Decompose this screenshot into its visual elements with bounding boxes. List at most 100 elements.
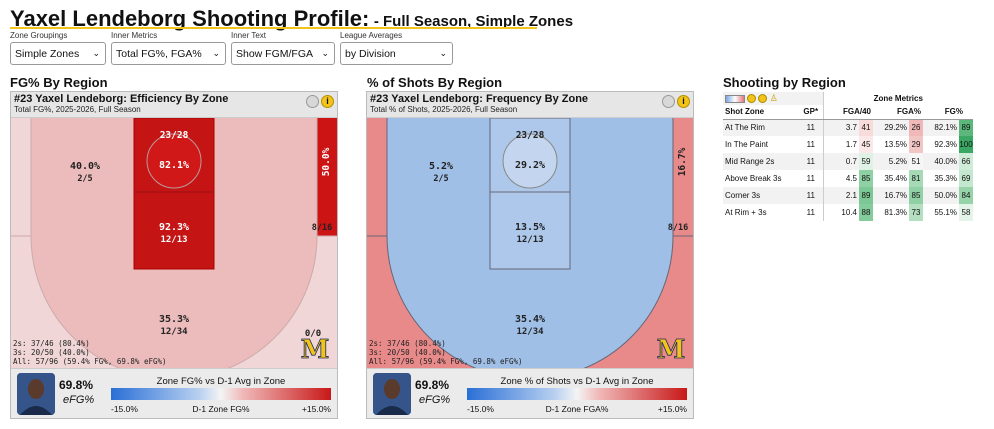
col-fga40[interactable]: FGA/40 bbox=[822, 105, 873, 120]
shooting-by-region-heading: Shooting by Region bbox=[723, 75, 846, 90]
frequency-panel: #23 Yaxel Lendeborg: Frequency By Zone T… bbox=[366, 91, 694, 419]
inner-text-label: Inner Text bbox=[231, 31, 266, 40]
table-tools: ♙ bbox=[723, 92, 823, 105]
michigan-logo: M bbox=[657, 335, 686, 365]
zone-metrics-header: Zone Metrics bbox=[822, 92, 973, 105]
freq-paint-pct: 13.5% bbox=[515, 222, 545, 233]
fga40: 4.5 bbox=[822, 170, 859, 187]
fg-pct: 35.3% bbox=[934, 174, 957, 183]
fga-pct-rank: 29 bbox=[909, 136, 923, 153]
efficiency-court: 23/28 82.1% 92.3% 12/13 40.0% 2/5 50.0% … bbox=[11, 118, 337, 368]
efficiency-panel-title: #23 Yaxel Lendeborg: Efficiency By Zone bbox=[14, 93, 229, 105]
legend-min: -15.0% bbox=[111, 404, 138, 414]
zone-name: At Rim + 3s bbox=[725, 208, 767, 217]
inner-metrics-select[interactable]: Total FG%, FGA% ⌄ bbox=[111, 42, 226, 65]
fga40-rank: 45 bbox=[859, 136, 873, 153]
col-fga-pct[interactable]: FGA% bbox=[873, 105, 923, 120]
color-scale-icon[interactable] bbox=[725, 94, 745, 103]
fg-pct: 50.0% bbox=[923, 187, 959, 204]
eff-rim-pct: 82.1% bbox=[159, 160, 189, 171]
toggle-icon[interactable] bbox=[306, 95, 319, 108]
frequency-panel-header: #23 Yaxel Lendeborg: Frequency By Zone T… bbox=[367, 92, 693, 118]
chevron-down-icon: ⌄ bbox=[439, 48, 447, 58]
freq-above-break-frac: 12/34 bbox=[516, 327, 544, 337]
title-underline bbox=[10, 27, 537, 29]
gp: 11 bbox=[799, 153, 823, 170]
efficiency-panel: #23 Yaxel Lendeborg: Efficiency By Zone … bbox=[10, 91, 338, 419]
fga40-rank: 41 bbox=[859, 119, 873, 136]
table-row: At The Rim 11 3.7 41 29.2% 26 82.1% 89 bbox=[723, 119, 973, 136]
fga-pct: 29.2% bbox=[873, 119, 909, 136]
zone-groupings-value: Simple Zones bbox=[15, 48, 80, 60]
zone-name: At The Rim bbox=[723, 119, 799, 136]
table-row: Above Break 3s 11 4.5 85 35.4% 81 35.3% … bbox=[723, 170, 973, 187]
fga40: 10.4 bbox=[822, 204, 859, 221]
fg-pct: 82.1% bbox=[923, 119, 959, 136]
inner-metrics-control: Inner Metrics Total FG%, FGA% ⌄ bbox=[111, 31, 226, 65]
option-icon[interactable] bbox=[758, 94, 768, 104]
table-row: At Rim + 3s 11 10.4 88 81.3% 73 55.1% 58 bbox=[723, 204, 973, 221]
zone-groupings-label: Zone Groupings bbox=[10, 31, 68, 40]
fga40-rank: 88 bbox=[859, 204, 873, 221]
option-icon[interactable] bbox=[747, 94, 757, 104]
freq-mid-pct: 5.2% bbox=[429, 161, 453, 172]
chevron-down-icon: ⌄ bbox=[321, 48, 329, 58]
frequency-footer: 69.8% eFG% Zone % of Shots vs D-1 Avg in… bbox=[367, 368, 693, 418]
michigan-logo: M bbox=[301, 335, 330, 365]
efficiency-panel-subtitle: Total FG%, 2025-2026, Full Season bbox=[14, 105, 141, 114]
league-averages-label: League Averages bbox=[340, 31, 403, 40]
gp: 11 bbox=[806, 208, 815, 217]
zone-name: In The Paint bbox=[725, 140, 768, 149]
gp: 11 bbox=[806, 174, 815, 183]
eff-above-break-pct: 35.3% bbox=[159, 314, 189, 325]
page-title: Yaxel Lendeborg Shooting Profile: - Full… bbox=[10, 6, 573, 32]
fg-pct-rank: 89 bbox=[959, 119, 973, 136]
gp: 11 bbox=[799, 187, 823, 204]
eff-stat-3s: 3s: 20/50 (40.0%) bbox=[13, 348, 90, 357]
inner-metrics-label: Inner Metrics bbox=[111, 31, 158, 40]
title-sub: - Full Season, Simple Zones bbox=[373, 13, 574, 30]
col-gp[interactable]: GP* bbox=[799, 105, 823, 120]
legend-max: +15.0% bbox=[301, 404, 331, 414]
fga-pct-rank: 81 bbox=[909, 170, 923, 187]
chevron-down-icon: ⌄ bbox=[212, 48, 220, 58]
legend-max: +15.0% bbox=[657, 404, 687, 414]
freq-corner-pct: 16.7% bbox=[677, 147, 688, 176]
zone-groupings-select[interactable]: Simple Zones ⌄ bbox=[10, 42, 106, 65]
eff-corner-pct: 50.0% bbox=[321, 147, 332, 176]
fga-pct: 5.2% bbox=[873, 153, 909, 170]
fg-pct-rank: 69 bbox=[959, 170, 973, 187]
gp: 11 bbox=[799, 119, 823, 136]
efg-value: 69.8% bbox=[59, 378, 94, 392]
efg-label: eFG% bbox=[63, 394, 95, 406]
fg-pct: 55.1% bbox=[934, 208, 957, 217]
fg-by-region-heading: FG% By Region bbox=[10, 75, 108, 90]
fg-pct-rank: 58 bbox=[959, 204, 973, 221]
fga-pct: 81.3% bbox=[884, 208, 907, 217]
legend-title: Zone FG% vs D-1 Avg in Zone bbox=[156, 376, 286, 387]
fga40-rank: 59 bbox=[859, 153, 873, 170]
eff-paint-frac: 12/13 bbox=[160, 235, 187, 245]
efficiency-footer: 69.8% eFG% Zone FG% vs D-1 Avg in Zone -… bbox=[11, 368, 337, 418]
efficiency-panel-header: #23 Yaxel Lendeborg: Efficiency By Zone … bbox=[11, 92, 337, 118]
league-averages-value: by Division bbox=[345, 48, 396, 60]
fg-pct-rank: 84 bbox=[959, 187, 973, 204]
toggle-icon[interactable] bbox=[662, 95, 675, 108]
col-fg-pct[interactable]: FG% bbox=[923, 105, 973, 120]
freq-stat-all: All: 57/96 (59.4% FG%, 69.8% eFG%) bbox=[369, 357, 523, 366]
person-icon[interactable]: ♙ bbox=[769, 93, 778, 103]
table-row: Corner 3s 11 2.1 89 16.7% 85 50.0% 84 bbox=[723, 187, 973, 204]
col-shot-zone[interactable]: Shot Zone bbox=[723, 105, 799, 120]
info-icon[interactable]: i bbox=[677, 95, 690, 108]
legend-min: -15.0% bbox=[467, 404, 494, 414]
league-averages-select[interactable]: by Division ⌄ bbox=[340, 42, 453, 65]
legend-mid: D-1 Zone FGA% bbox=[545, 404, 609, 414]
inner-text-value: Show FGM/FGA bbox=[236, 48, 314, 60]
freq-paint-frac: 12/13 bbox=[516, 235, 543, 245]
info-icon[interactable]: i bbox=[321, 95, 334, 108]
inner-text-select[interactable]: Show FGM/FGA ⌄ bbox=[231, 42, 335, 65]
shots-by-region-heading: % of Shots By Region bbox=[367, 75, 503, 90]
zone-groupings-control: Zone Groupings Simple Zones ⌄ bbox=[10, 31, 106, 65]
eff-above-break-frac: 12/34 bbox=[160, 327, 188, 337]
player-avatar bbox=[373, 373, 411, 415]
